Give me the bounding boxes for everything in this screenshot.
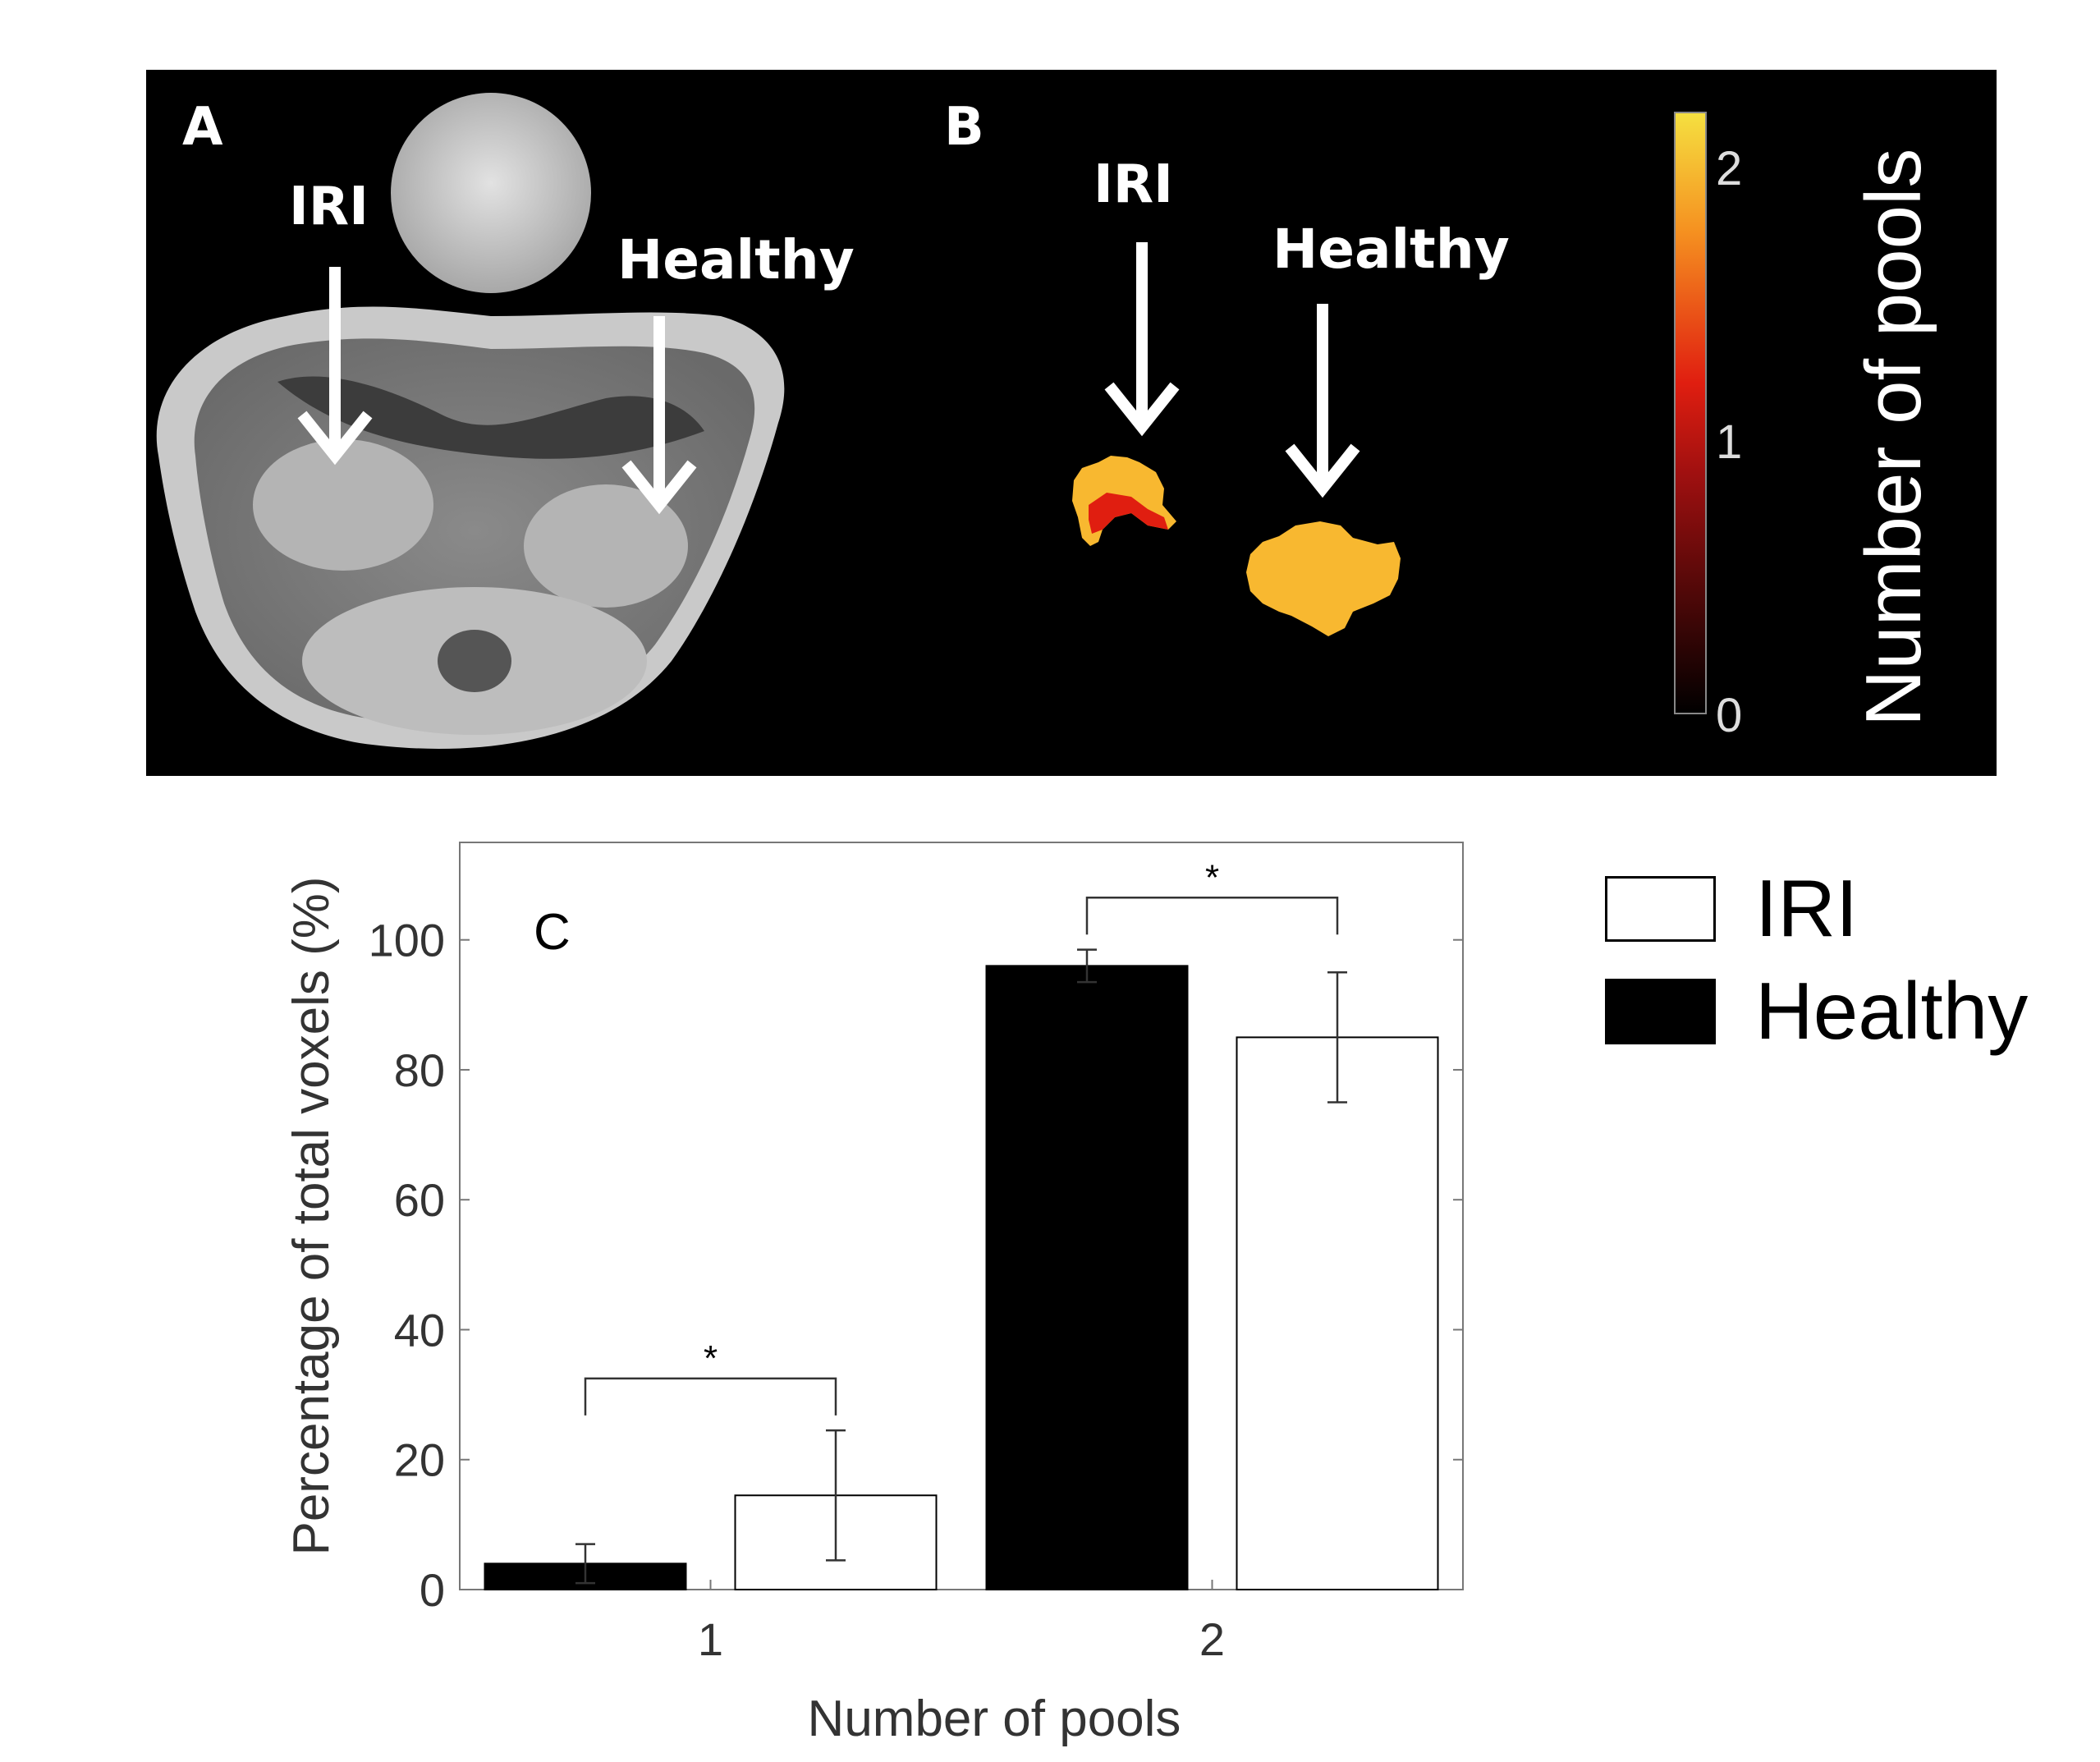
- legend-swatch-healthy: [1605, 978, 1716, 1044]
- healthy-region: [1246, 521, 1401, 636]
- x-tick-label: 2: [1199, 1613, 1225, 1665]
- y-tick-label: 40: [394, 1304, 445, 1356]
- bar-iri-2: [1236, 1036, 1439, 1590]
- arrow-healthy-b-head: [1285, 443, 1360, 498]
- legend-item-iri: IRI: [1605, 862, 1858, 955]
- legend-item-healthy: Healthy: [1605, 965, 2028, 1058]
- panel-a-healthy-label: Healthy: [617, 228, 855, 291]
- bar-chart: 0 20 40 60 80 100 1 * 2 * C Number of pools Percenta…: [283, 842, 1464, 1747]
- panel-a-iri-label: IRI: [289, 177, 369, 237]
- y-axis-label: Percentage of total voxels (%): [283, 876, 340, 1555]
- kidney-left: [253, 439, 433, 571]
- mri-image: [156, 93, 785, 749]
- spine: [438, 630, 511, 692]
- arrow-iri-b-head: [1104, 382, 1180, 437]
- kidney-right: [524, 484, 688, 608]
- arrow-iri-a-head: [297, 411, 373, 466]
- iri-one-pool-region: [1089, 493, 1168, 534]
- significance-bracket: [584, 1377, 837, 1416]
- panel-b-letter: B: [944, 97, 984, 158]
- colorbar-tick-2: 2: [1716, 142, 1743, 195]
- phantom-disc: [391, 93, 591, 293]
- colorbar-tick-0: 0: [1716, 689, 1743, 742]
- y-tick-label: 60: [394, 1174, 445, 1226]
- bowel: [277, 376, 704, 459]
- arrow-healthy-a-head: [621, 460, 697, 515]
- y-tick-label: 20: [394, 1434, 445, 1486]
- colorbar: [1674, 112, 1707, 714]
- y-tick-label: 80: [394, 1044, 445, 1096]
- colorbar-tick-1: 1: [1716, 415, 1743, 469]
- plot-frame: [459, 842, 1464, 1590]
- colorbar-title: Number of pools: [1850, 148, 1937, 727]
- y-tick-label: 100: [369, 915, 445, 966]
- bar-healthy-2: [985, 965, 1189, 1590]
- significance-bracket: [1085, 897, 1339, 935]
- pool-map: [1072, 112, 1707, 714]
- significance-star: *: [704, 1338, 718, 1379]
- legend-swatch-iri: [1605, 875, 1716, 942]
- legend-label-healthy: Healthy: [1755, 966, 2029, 1056]
- panel-b-iri-label: IRI: [1094, 154, 1173, 215]
- x-axis-label: Number of pools: [808, 1691, 1181, 1747]
- panel-b-healthy-label: Healthy: [1272, 218, 1510, 281]
- legend-label-iri: IRI: [1755, 863, 1859, 953]
- panel-c-letter: C: [534, 904, 571, 961]
- legend: IRI Healthy: [1605, 862, 2065, 1059]
- significance-star: *: [1205, 857, 1219, 897]
- y-tick-label: 0: [420, 1564, 445, 1616]
- x-tick-label: 1: [698, 1613, 723, 1665]
- panel-a-letter: A: [182, 97, 223, 158]
